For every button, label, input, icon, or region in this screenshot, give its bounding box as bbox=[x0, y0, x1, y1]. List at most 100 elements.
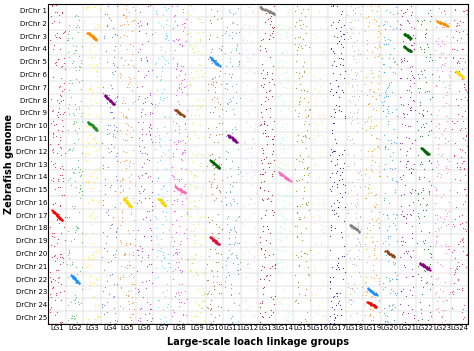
Point bbox=[121, 264, 129, 270]
Point bbox=[366, 287, 374, 293]
Point bbox=[434, 67, 441, 73]
X-axis label: Large-scale loach linkage groups: Large-scale loach linkage groups bbox=[167, 337, 349, 347]
Point bbox=[279, 71, 286, 77]
Point bbox=[250, 170, 258, 175]
Point bbox=[463, 89, 471, 94]
Point bbox=[259, 67, 267, 73]
Point bbox=[48, 207, 56, 213]
Point bbox=[75, 105, 82, 110]
Point bbox=[262, 106, 269, 112]
Point bbox=[264, 226, 272, 231]
Point bbox=[321, 260, 328, 265]
Point bbox=[440, 216, 447, 222]
Point bbox=[54, 110, 62, 115]
Point bbox=[349, 30, 356, 36]
Point bbox=[276, 259, 283, 265]
Point bbox=[53, 211, 61, 217]
Point bbox=[180, 85, 188, 90]
Point bbox=[229, 106, 237, 111]
Point bbox=[56, 251, 64, 256]
Point bbox=[390, 301, 397, 307]
Point bbox=[189, 273, 197, 279]
Point bbox=[243, 261, 251, 267]
Point bbox=[299, 195, 307, 201]
Point bbox=[318, 199, 326, 205]
Point bbox=[368, 289, 376, 294]
Point bbox=[448, 46, 456, 51]
Point bbox=[101, 176, 109, 182]
Point bbox=[55, 214, 63, 220]
Point bbox=[348, 285, 356, 291]
Point bbox=[326, 247, 334, 253]
Point bbox=[117, 54, 125, 59]
Point bbox=[433, 82, 440, 88]
Point bbox=[304, 100, 311, 105]
Point bbox=[440, 21, 447, 27]
Point bbox=[375, 52, 383, 57]
Point bbox=[94, 247, 102, 252]
Point bbox=[396, 21, 404, 27]
Point bbox=[420, 263, 428, 269]
Point bbox=[95, 188, 102, 194]
Point bbox=[160, 320, 168, 326]
Point bbox=[297, 26, 305, 31]
Point bbox=[375, 92, 383, 98]
Point bbox=[382, 143, 389, 148]
Point bbox=[265, 11, 273, 16]
Point bbox=[421, 35, 429, 40]
Point bbox=[233, 139, 240, 145]
Point bbox=[333, 156, 341, 162]
Point bbox=[341, 115, 348, 121]
Point bbox=[49, 209, 57, 215]
Point bbox=[243, 274, 250, 280]
Point bbox=[254, 198, 261, 204]
Point bbox=[123, 199, 131, 204]
Point bbox=[353, 227, 361, 232]
Point bbox=[121, 197, 128, 203]
Point bbox=[313, 44, 321, 49]
Point bbox=[401, 31, 408, 37]
Point bbox=[433, 233, 440, 239]
Point bbox=[329, 274, 337, 280]
Point bbox=[245, 304, 253, 309]
Point bbox=[173, 66, 180, 72]
Point bbox=[230, 241, 238, 247]
Point bbox=[47, 304, 55, 310]
Point bbox=[215, 161, 223, 167]
Point bbox=[317, 51, 324, 57]
Point bbox=[146, 195, 153, 201]
Point bbox=[180, 230, 187, 236]
Point bbox=[192, 313, 200, 319]
Point bbox=[300, 165, 308, 171]
Point bbox=[309, 314, 317, 320]
Point bbox=[159, 306, 166, 312]
Point bbox=[426, 88, 433, 93]
Point bbox=[459, 248, 467, 254]
Point bbox=[428, 57, 435, 62]
Point bbox=[366, 227, 374, 233]
Point bbox=[313, 207, 320, 213]
Point bbox=[417, 274, 425, 280]
Point bbox=[201, 9, 209, 15]
Point bbox=[367, 167, 374, 172]
Point bbox=[128, 28, 136, 34]
Point bbox=[301, 13, 309, 19]
Point bbox=[427, 127, 435, 133]
Point bbox=[73, 279, 80, 285]
Point bbox=[187, 62, 194, 68]
Point bbox=[51, 200, 58, 206]
Point bbox=[155, 297, 162, 303]
Point bbox=[165, 260, 173, 265]
Point bbox=[369, 290, 376, 295]
Point bbox=[219, 106, 226, 112]
Point bbox=[78, 230, 86, 236]
Point bbox=[240, 140, 247, 146]
Point bbox=[128, 300, 136, 306]
Point bbox=[182, 140, 189, 146]
Point bbox=[113, 94, 121, 100]
Point bbox=[222, 28, 230, 34]
Point bbox=[58, 117, 66, 123]
Point bbox=[164, 260, 172, 265]
Point bbox=[126, 241, 133, 247]
Point bbox=[193, 183, 201, 189]
